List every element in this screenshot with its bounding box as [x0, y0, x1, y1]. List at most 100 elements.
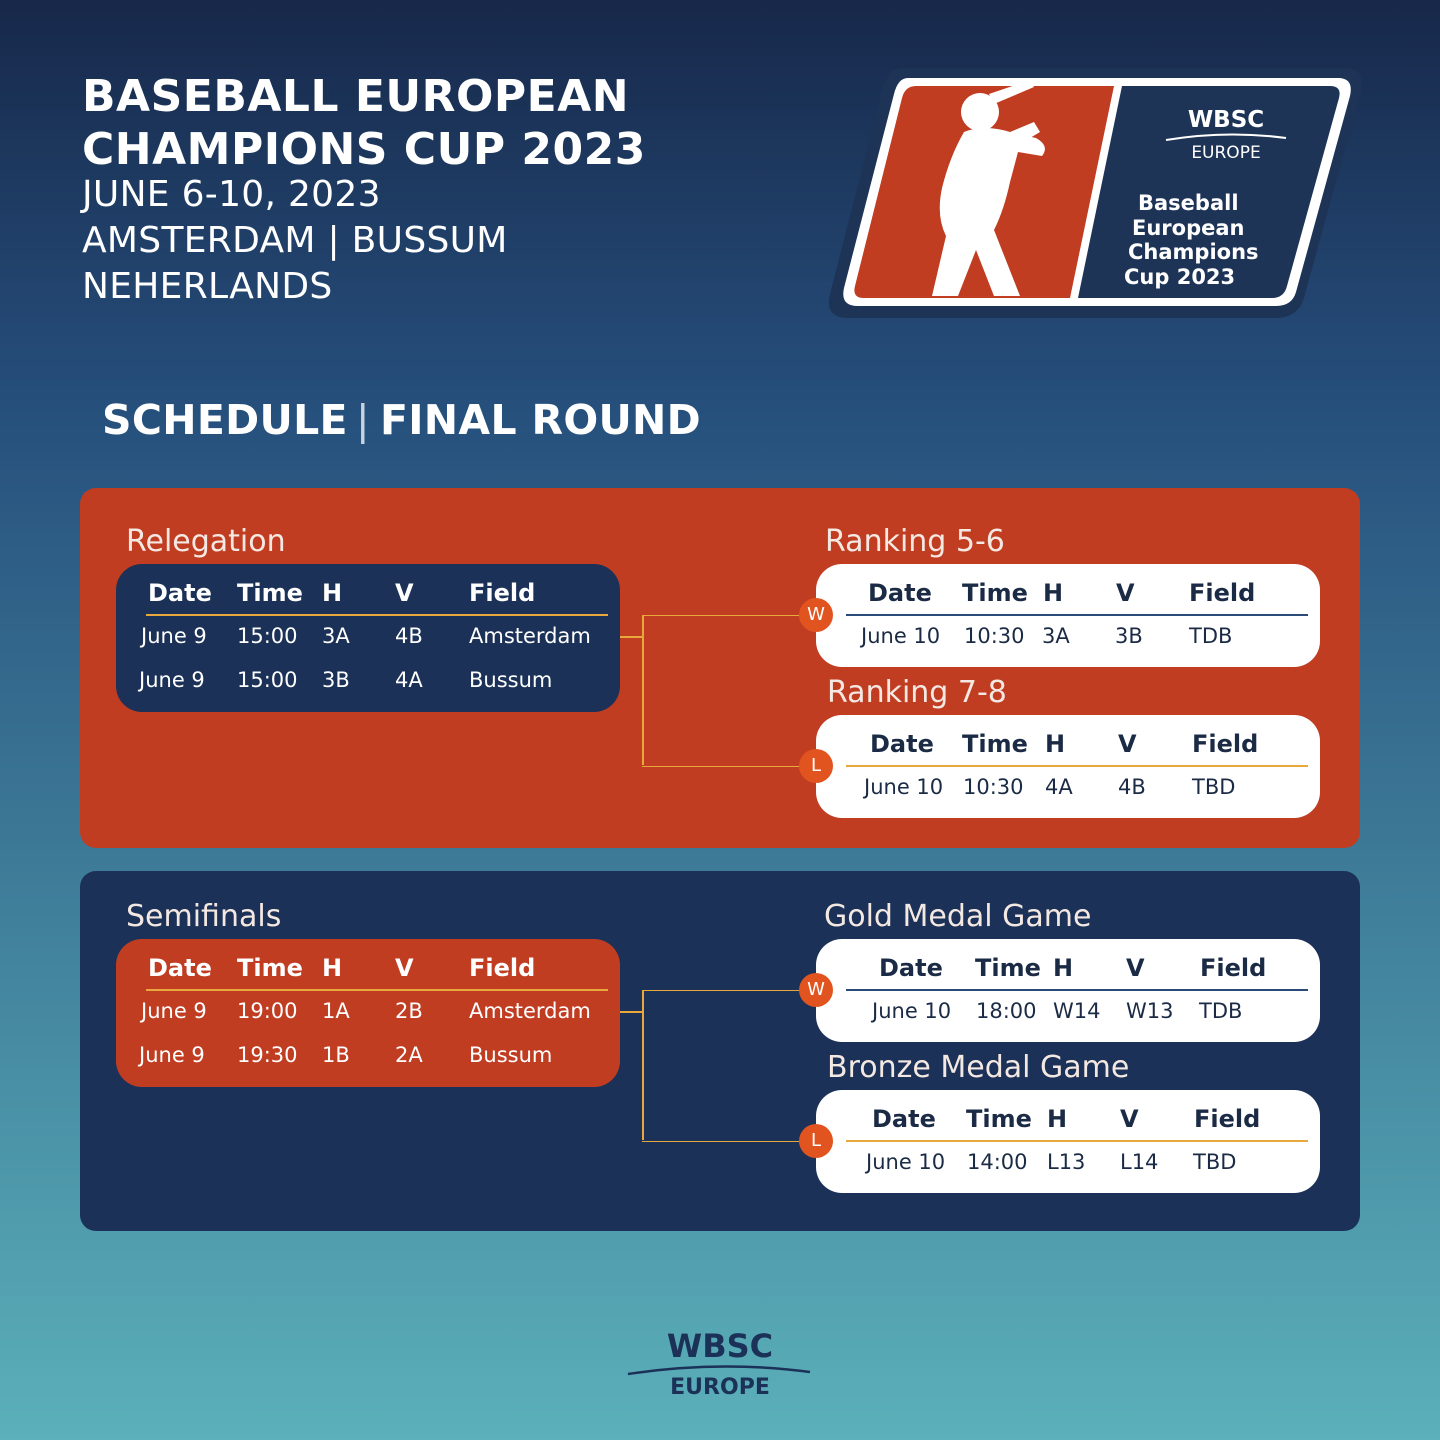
- header-divider: [146, 614, 608, 616]
- cell-date: June 10: [861, 624, 941, 648]
- round-label: FINAL ROUND: [379, 396, 702, 444]
- cell-home: 3A: [1042, 624, 1070, 648]
- cell-visitor: L14: [1120, 1150, 1159, 1174]
- cell-date: June 10: [864, 775, 944, 799]
- cell-field: TBD: [1192, 775, 1236, 799]
- col-time: Time: [237, 954, 303, 982]
- col-field: Field: [1189, 579, 1256, 607]
- cell-home: 4A: [1045, 775, 1073, 799]
- cell-date: June 9: [141, 624, 207, 648]
- cell-home: W14: [1053, 999, 1101, 1023]
- cell-date: June 9: [141, 999, 207, 1023]
- col-visitor: V: [1120, 1105, 1139, 1133]
- col-visitor: V: [395, 954, 414, 982]
- cell-visitor: 4B: [395, 624, 423, 648]
- col-home: H: [1053, 954, 1074, 982]
- col-time: Time: [975, 954, 1041, 982]
- col-date: Date: [872, 1105, 936, 1133]
- footer-region: EUROPE: [670, 1375, 770, 1400]
- bronze-table: Date Time H V Field June 10 14:00 L13 L1…: [816, 1090, 1320, 1193]
- header-divider: [846, 765, 1308, 767]
- cell-date: June 10: [872, 999, 952, 1023]
- logo-event-line-1: Baseball: [1138, 191, 1239, 215]
- cell-time: 10:30: [963, 775, 1024, 799]
- cell-date: June 9: [139, 668, 205, 692]
- col-date: Date: [868, 579, 932, 607]
- title-line-2: CHAMPIONS CUP 2023: [82, 124, 646, 175]
- gold-table: Date Time H V Field June 10 18:00 W14 W1…: [816, 939, 1320, 1042]
- col-field: Field: [469, 579, 536, 607]
- cell-time: 19:30: [237, 1043, 298, 1067]
- ranking56-table: Date Time H V Field June 10 10:30 3A 3B …: [816, 564, 1320, 667]
- semifinals-title: Semifinals: [126, 899, 282, 934]
- bracket-vertical: [642, 990, 644, 1140]
- col-visitor: V: [395, 579, 414, 607]
- schedule-label: SCHEDULE: [102, 396, 348, 444]
- col-home: H: [1043, 579, 1064, 607]
- logo-region: EUROPE: [1191, 143, 1260, 163]
- cell-home: 3A: [322, 624, 350, 648]
- bracket-stub: [620, 1011, 642, 1013]
- bracket-connector: [642, 990, 802, 1142]
- col-field: Field: [1194, 1105, 1261, 1133]
- event-cities: AMSTERDAM | BUSSUM: [82, 220, 508, 261]
- ranking78-table: Date Time H V Field June 10 10:30 4A 4B …: [816, 715, 1320, 818]
- relegation-table: Date Time H V Field June 9 15:00 3A 4B A…: [116, 564, 620, 712]
- event-country: NEHERLANDS: [82, 266, 333, 307]
- header-divider: [146, 989, 608, 991]
- event-title: BASEBALL EUROPEAN CHAMPIONS CUP 2023: [82, 70, 646, 176]
- ranking78-title: Ranking 7-8: [827, 675, 1007, 710]
- cell-home: 3B: [322, 668, 350, 692]
- cell-home: 1B: [322, 1043, 350, 1067]
- col-time: Time: [966, 1105, 1032, 1133]
- event-logo: WBSC EUROPE Baseball European Champions …: [828, 68, 1362, 318]
- winner-badge: W: [799, 973, 833, 1007]
- title-line-1: BASEBALL EUROPEAN: [82, 71, 630, 122]
- cell-visitor: 4A: [395, 668, 423, 692]
- cell-home: L13: [1047, 1150, 1086, 1174]
- cell-visitor: 2A: [395, 1043, 423, 1067]
- gold-title: Gold Medal Game: [824, 899, 1092, 934]
- semifinals-panel: Semifinals Date Time H V Field June 9 19…: [80, 871, 1360, 1231]
- col-field: Field: [469, 954, 536, 982]
- ranking56-title: Ranking 5-6: [825, 524, 1005, 559]
- footer-org: WBSC: [667, 1327, 773, 1365]
- cell-home: 1A: [322, 999, 350, 1023]
- header-divider: [846, 1140, 1308, 1142]
- cell-field: Amsterdam: [469, 624, 591, 648]
- logo-org: WBSC: [1188, 107, 1264, 133]
- cell-time: 14:00: [967, 1150, 1028, 1174]
- logo-event-line-3: Champions: [1128, 240, 1259, 264]
- col-visitor: V: [1126, 954, 1145, 982]
- col-date: Date: [148, 954, 212, 982]
- bronze-title: Bronze Medal Game: [827, 1050, 1130, 1085]
- event-dates: JUNE 6-10, 2023: [82, 174, 381, 215]
- col-field: Field: [1192, 730, 1259, 758]
- wbsc-europe-logo: WBSC EUROPE: [627, 1327, 811, 1400]
- cell-time: 15:00: [237, 668, 298, 692]
- logo-event-line-2: European: [1132, 216, 1244, 240]
- loser-badge: L: [799, 1124, 833, 1158]
- cell-date: June 10: [866, 1150, 946, 1174]
- col-home: H: [1045, 730, 1066, 758]
- col-date: Date: [870, 730, 934, 758]
- winner-badge: W: [799, 598, 833, 632]
- cell-visitor: 3B: [1115, 624, 1143, 648]
- cell-field: TBD: [1193, 1150, 1237, 1174]
- cell-visitor: 4B: [1118, 775, 1146, 799]
- col-home: H: [1047, 1105, 1068, 1133]
- col-home: H: [322, 954, 343, 982]
- cell-date: June 9: [139, 1043, 205, 1067]
- cell-field: Bussum: [469, 668, 553, 692]
- relegation-title: Relegation: [126, 524, 286, 559]
- cell-time: 19:00: [237, 999, 298, 1023]
- col-time: Time: [962, 579, 1028, 607]
- schedule-heading: SCHEDULE | FINAL ROUND: [102, 396, 701, 444]
- col-home: H: [322, 579, 343, 607]
- schedule-separator: |: [355, 396, 370, 444]
- header-divider: [846, 989, 1308, 991]
- logo-event-line-4: Cup 2023: [1124, 265, 1235, 289]
- col-time: Time: [237, 579, 303, 607]
- cell-field: Bussum: [469, 1043, 553, 1067]
- batter-silhouette-icon: [932, 80, 1045, 296]
